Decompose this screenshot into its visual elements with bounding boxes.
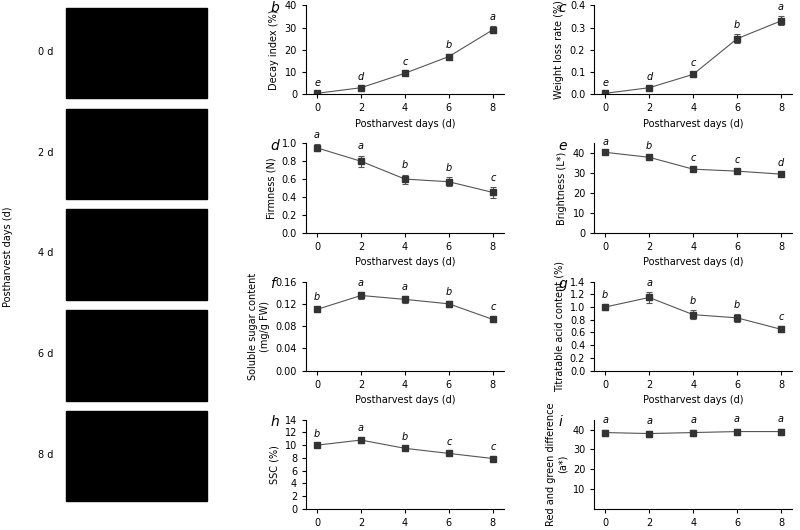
Text: a: a bbox=[314, 130, 320, 140]
Text: 2 d: 2 d bbox=[38, 147, 54, 157]
Text: b: b bbox=[314, 292, 320, 302]
Text: a: a bbox=[734, 414, 740, 424]
FancyBboxPatch shape bbox=[66, 8, 207, 99]
Text: b: b bbox=[402, 160, 408, 170]
FancyBboxPatch shape bbox=[66, 209, 207, 300]
Text: a: a bbox=[490, 12, 496, 22]
X-axis label: Postharvest days (d): Postharvest days (d) bbox=[643, 257, 743, 267]
X-axis label: Postharvest days (d): Postharvest days (d) bbox=[354, 119, 455, 129]
Text: c: c bbox=[490, 173, 495, 183]
Text: b: b bbox=[446, 40, 452, 50]
Text: 6 d: 6 d bbox=[38, 349, 54, 359]
Y-axis label: SSC (%): SSC (%) bbox=[269, 445, 279, 484]
Text: c: c bbox=[490, 442, 495, 452]
Text: a: a bbox=[778, 414, 784, 424]
X-axis label: Postharvest days (d): Postharvest days (d) bbox=[354, 257, 455, 267]
Text: f: f bbox=[270, 277, 275, 291]
Text: d: d bbox=[358, 72, 364, 82]
FancyBboxPatch shape bbox=[66, 109, 207, 199]
Y-axis label: Soluble sugar content
(mg/g FW): Soluble sugar content (mg/g FW) bbox=[248, 272, 270, 379]
Text: a: a bbox=[602, 137, 608, 147]
Text: b: b bbox=[602, 290, 608, 300]
Text: c: c bbox=[558, 1, 566, 15]
Text: a: a bbox=[646, 416, 652, 426]
Text: c: c bbox=[490, 302, 495, 312]
Text: a: a bbox=[778, 2, 784, 12]
Text: a: a bbox=[358, 278, 364, 288]
Text: i: i bbox=[558, 415, 562, 429]
Y-axis label: Titratable acid content (%): Titratable acid content (%) bbox=[554, 261, 564, 392]
FancyBboxPatch shape bbox=[66, 310, 207, 401]
Text: b: b bbox=[690, 296, 696, 306]
Text: c: c bbox=[690, 58, 696, 68]
Text: c: c bbox=[402, 57, 408, 67]
Text: b: b bbox=[734, 299, 740, 310]
Text: b: b bbox=[734, 20, 740, 30]
Text: e: e bbox=[602, 78, 608, 89]
Text: a: a bbox=[602, 415, 608, 425]
Text: a: a bbox=[358, 142, 364, 152]
Y-axis label: Weight loss rate (%): Weight loss rate (%) bbox=[554, 1, 564, 99]
Text: b: b bbox=[646, 142, 652, 151]
Text: h: h bbox=[270, 415, 279, 429]
Y-axis label: Brightness (L*): Brightness (L*) bbox=[558, 152, 567, 225]
FancyBboxPatch shape bbox=[66, 411, 207, 501]
Text: b: b bbox=[446, 287, 452, 297]
Y-axis label: Firmness (N): Firmness (N) bbox=[266, 157, 276, 219]
Text: c: c bbox=[690, 153, 696, 163]
Text: 8 d: 8 d bbox=[38, 449, 54, 460]
Text: b: b bbox=[270, 1, 279, 15]
Text: b: b bbox=[314, 429, 320, 439]
X-axis label: Postharvest days (d): Postharvest days (d) bbox=[643, 119, 743, 129]
Text: a: a bbox=[358, 423, 364, 433]
Text: e: e bbox=[314, 78, 320, 89]
X-axis label: Postharvest days (d): Postharvest days (d) bbox=[643, 395, 743, 405]
Text: d: d bbox=[778, 158, 784, 168]
Text: c: c bbox=[446, 437, 451, 447]
Text: Postharvest days (d): Postharvest days (d) bbox=[3, 207, 13, 307]
Text: b: b bbox=[402, 432, 408, 442]
Text: d: d bbox=[270, 139, 279, 153]
Text: a: a bbox=[690, 415, 696, 425]
Text: b: b bbox=[446, 163, 452, 173]
Y-axis label: Red and green difference
(a*): Red and green difference (a*) bbox=[546, 402, 567, 526]
Text: 0 d: 0 d bbox=[38, 47, 54, 57]
Text: g: g bbox=[558, 277, 567, 291]
Text: c: c bbox=[778, 312, 784, 322]
Text: 4 d: 4 d bbox=[38, 248, 54, 258]
Text: a: a bbox=[66, 13, 74, 27]
Text: e: e bbox=[558, 139, 567, 153]
Text: d: d bbox=[646, 72, 652, 82]
Text: a: a bbox=[646, 278, 652, 288]
Text: a: a bbox=[402, 281, 408, 292]
X-axis label: Postharvest days (d): Postharvest days (d) bbox=[354, 395, 455, 405]
Text: c: c bbox=[734, 155, 740, 165]
Y-axis label: Decay index (%): Decay index (%) bbox=[269, 10, 279, 90]
